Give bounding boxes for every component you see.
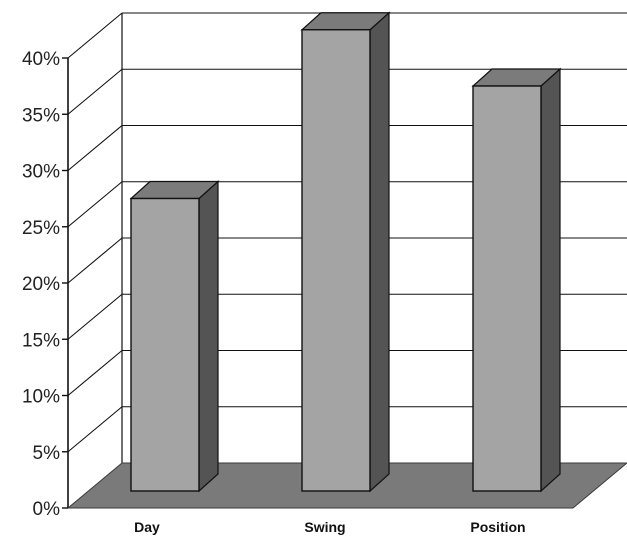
- bar-front-face: [301, 29, 371, 492]
- gridline-diagonal: [67, 12, 123, 59]
- gridline-diagonal: [67, 350, 123, 396]
- y-tick-label: 40%: [22, 49, 60, 70]
- y-tick-label: 10%: [22, 387, 60, 408]
- bar-front-face: [130, 197, 200, 492]
- gridline-diagonal: [67, 406, 123, 453]
- bar-swing: [300, 11, 391, 493]
- x-tick-label-swing: Swing: [304, 519, 345, 535]
- x-axis-tick-labels: Day Swing Position: [134, 519, 525, 535]
- bar-side-face: [198, 180, 219, 493]
- bar-side-face: [369, 11, 390, 493]
- y-tick-label: 20%: [22, 274, 60, 295]
- bar-position: [471, 67, 562, 493]
- y-tick-label: 5%: [33, 443, 61, 464]
- y-tick-label: 35%: [22, 105, 60, 126]
- bar-front-face: [472, 85, 542, 492]
- y-axis-tick-labels: 0% 5% 10% 15% 20% 25% 30% 35% 40%: [22, 49, 68, 520]
- bar-side-face: [540, 67, 561, 493]
- y-tick-label: 15%: [22, 330, 60, 351]
- y-tick-label: 0%: [33, 499, 61, 520]
- gridline-diagonal: [67, 68, 123, 115]
- gridline-diagonal: [67, 237, 123, 284]
- x-tick-label-day: Day: [134, 519, 160, 535]
- gridline-diagonal: [67, 293, 123, 340]
- gridline-diagonal: [67, 181, 123, 228]
- bar-series: [129, 11, 562, 493]
- y-tick-label: 25%: [22, 218, 60, 239]
- bar-day: [129, 180, 220, 493]
- x-tick-label-position: Position: [470, 519, 525, 535]
- gridline-diagonal: [67, 125, 123, 171]
- y-tick-label: 30%: [22, 162, 60, 183]
